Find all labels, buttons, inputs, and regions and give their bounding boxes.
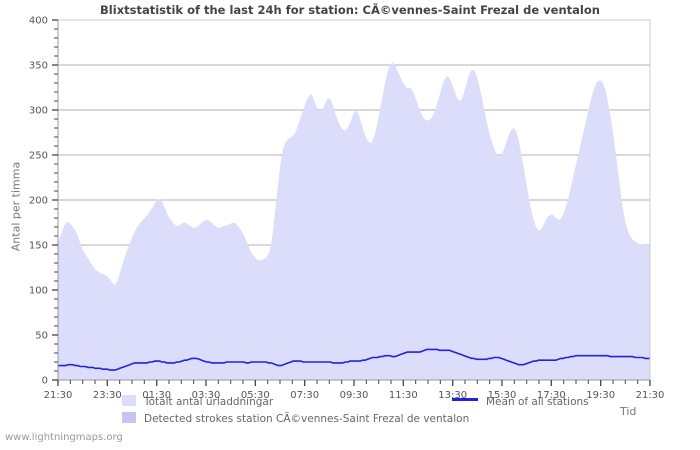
svg-text:50: 50 [35,331,48,342]
legend-item-station: Detected strokes station CÃ©vennes-Saint… [122,409,470,425]
svg-text:100: 100 [29,286,48,297]
legend-item-total: Totalt antal urladdningar [122,392,274,408]
svg-text:21:30: 21:30 [636,390,665,401]
svg-text:01:30: 01:30 [142,390,171,401]
svg-text:11:30: 11:30 [389,390,418,401]
svg-text:400: 400 [29,16,48,27]
svg-text:150: 150 [29,241,48,252]
svg-text:09:30: 09:30 [340,390,369,401]
svg-text:200: 200 [29,196,48,207]
svg-text:350: 350 [29,61,48,72]
svg-text:17:30: 17:30 [537,390,566,401]
legend-label-station: Detected strokes station CÃ©vennes-Saint… [144,413,470,425]
legend-swatch-mean-icon [452,398,478,401]
svg-text:250: 250 [29,151,48,162]
svg-text:15:30: 15:30 [488,390,517,401]
x-axis-label: Tid [620,405,637,418]
y-axis-label: Antal per timma [9,161,23,252]
svg-text:03:30: 03:30 [192,390,221,401]
svg-text:05:30: 05:30 [241,390,270,401]
svg-text:0: 0 [42,376,48,387]
svg-text:300: 300 [29,106,48,117]
svg-text:21:30: 21:30 [44,390,73,401]
legend-label-total: Totalt antal urladdningar [144,396,274,408]
legend-swatch-total-icon [122,395,136,406]
chart-legend: Totalt antal urladdningar Detected strok… [0,392,700,426]
footer-attribution: www.lightningmaps.org [5,432,123,443]
svg-text:19:30: 19:30 [586,390,615,401]
legend-item-mean: Mean of all stations [452,392,589,408]
svg-text:13:30: 13:30 [438,390,467,401]
legend-label-mean: Mean of all stations [486,396,589,408]
legend-swatch-station-icon [122,412,136,423]
svg-text:07:30: 07:30 [290,390,319,401]
chart-title: Blixtstatistik of the last 24h for stati… [100,3,600,17]
svg-text:23:30: 23:30 [93,390,122,401]
